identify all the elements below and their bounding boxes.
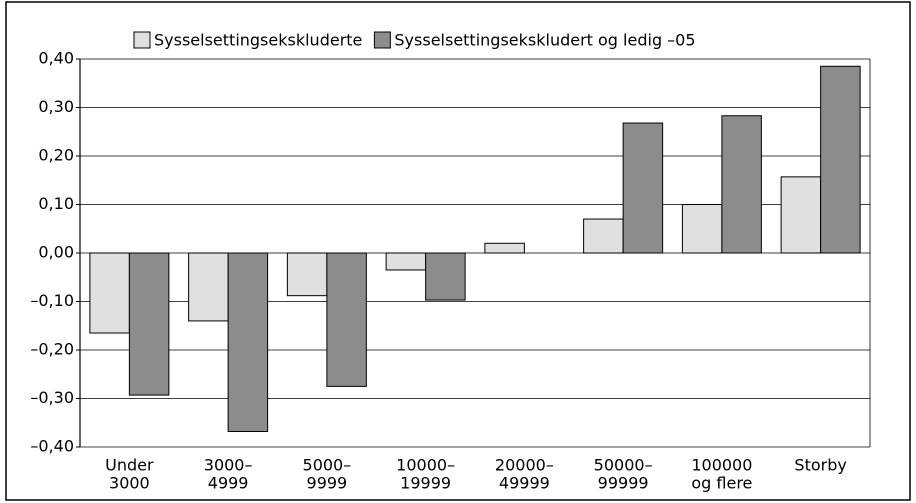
x-tick-label: 10000– xyxy=(396,456,455,475)
x-tick-label: 19999 xyxy=(400,474,451,493)
bar xyxy=(780,176,822,254)
y-tick-label: 0,20 xyxy=(38,146,74,165)
x-tick-label: Under xyxy=(105,456,154,475)
x-tick-label: 4999 xyxy=(208,474,249,493)
x-tick-label: 100000 xyxy=(691,456,752,475)
bar xyxy=(721,115,762,254)
x-tick-label: og flere xyxy=(691,474,752,493)
bar xyxy=(425,252,466,301)
y-tick-label: –0,10 xyxy=(30,291,74,310)
bar xyxy=(681,204,723,254)
legend-label: Sysselsettingsekskluderte xyxy=(154,31,362,50)
legend-label: Sysselsettingsekskludert og ledig –05 xyxy=(394,31,695,50)
x-tick-label: 50000– xyxy=(594,456,653,475)
chart-frame xyxy=(5,1,911,501)
bar xyxy=(820,65,861,254)
x-tick-label: 99999 xyxy=(598,474,649,493)
x-tick-label: 5000– xyxy=(303,456,352,475)
x-tick-label: 49999 xyxy=(499,474,550,493)
legend-swatch xyxy=(373,31,391,49)
x-tick-label: 3000– xyxy=(204,456,253,475)
y-tick-label: 0,30 xyxy=(38,97,74,116)
y-tick-label: 0,00 xyxy=(38,243,74,262)
x-tick-label: 20000– xyxy=(495,456,554,475)
bar xyxy=(188,252,229,322)
bar xyxy=(128,252,170,396)
bar xyxy=(484,242,525,254)
y-tick-label: –0,30 xyxy=(30,388,74,407)
y-tick-label: –0,20 xyxy=(30,340,74,359)
bar xyxy=(622,122,664,254)
bar xyxy=(326,252,367,387)
y-tick-label: 0,40 xyxy=(38,49,74,68)
x-tick-label: 9999 xyxy=(307,474,348,493)
bar xyxy=(385,252,427,271)
bar xyxy=(286,252,328,297)
y-tick-label: 0,10 xyxy=(38,194,74,213)
y-tick-label: –0,40 xyxy=(30,437,74,456)
bar xyxy=(89,252,130,334)
legend-swatch xyxy=(133,31,151,49)
x-tick-label: 3000 xyxy=(109,474,150,493)
bar xyxy=(227,252,269,432)
x-tick-label: Storby xyxy=(794,456,846,475)
bar xyxy=(583,218,624,254)
